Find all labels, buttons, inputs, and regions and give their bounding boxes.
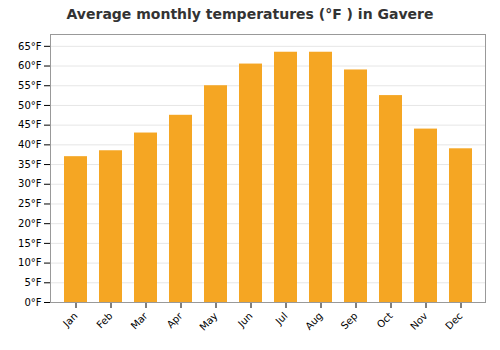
svg-text:25°F: 25°F [18, 198, 42, 209]
svg-text:May: May [197, 310, 219, 332]
svg-text:60°F: 60°F [18, 60, 42, 71]
svg-text:15°F: 15°F [18, 238, 42, 249]
html-text:Average monthly temperatures (: Average monthly temperatures (°F ) in Ga… [66, 6, 434, 22]
svg-text:55°F: 55°F [18, 80, 42, 91]
svg-text:40°F: 40°F [18, 139, 42, 150]
svg-text:Jan: Jan [60, 310, 79, 329]
svg-text:Oct: Oct [375, 310, 395, 330]
svg-text:0°F: 0°F [24, 297, 41, 308]
svg-text:Apr: Apr [165, 310, 186, 331]
svg-text:45°F: 45°F [18, 119, 42, 130]
svg-text:20°F: 20°F [18, 218, 42, 229]
svg-text:50°F: 50°F [18, 100, 42, 111]
svg-text:35°F: 35°F [18, 159, 42, 170]
svg-text:5°F: 5°F [24, 277, 41, 288]
svg-text:Feb: Feb [94, 310, 114, 330]
svg-text:Mar: Mar [129, 310, 151, 332]
svg-text:Nov: Nov [408, 310, 430, 332]
svg-text:Aug: Aug [303, 310, 325, 332]
svg-text:65°F: 65°F [18, 41, 42, 52]
svg-text:Jun: Jun [235, 310, 255, 330]
svg-text:10°F: 10°F [18, 257, 42, 268]
svg-text:Dec: Dec [443, 310, 464, 331]
svg-text:Jul: Jul [273, 310, 290, 327]
svg-text:Sep: Sep [339, 310, 360, 331]
svg-text:30°F: 30°F [18, 178, 42, 189]
